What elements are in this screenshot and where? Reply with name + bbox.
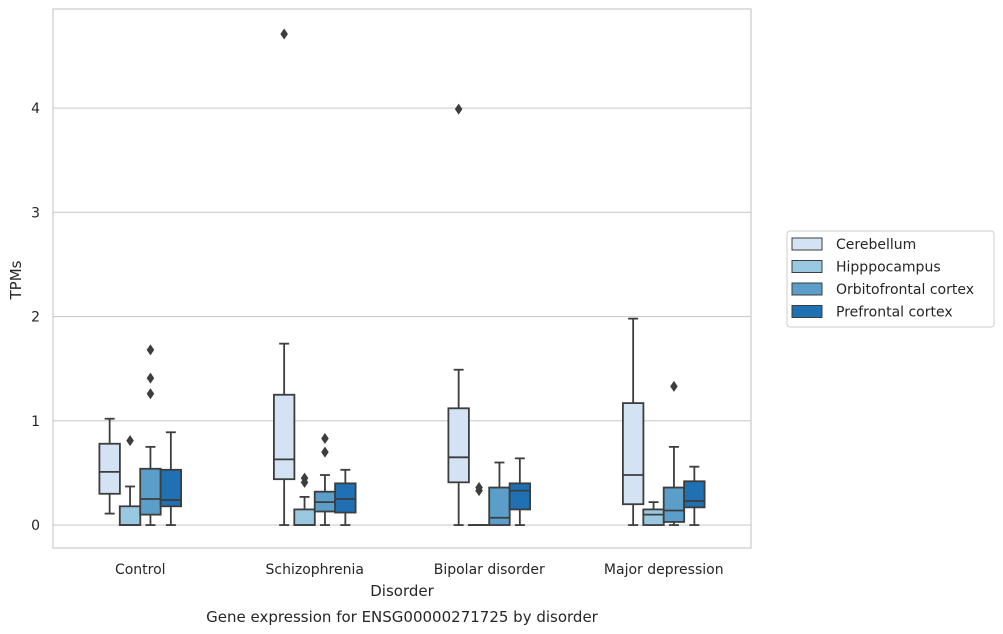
box-item bbox=[467, 482, 491, 526]
box-iqr bbox=[642, 508, 665, 526]
outlier-marker bbox=[146, 372, 155, 384]
box-iqr bbox=[159, 468, 183, 508]
outlier-marker bbox=[321, 433, 329, 445]
x-axis-label: Disorder bbox=[370, 582, 434, 600]
box-iqr bbox=[508, 482, 532, 511]
x-tick-labels: Control Schizophrenia Bipolar disorder Majo… bbox=[115, 562, 724, 578]
legend-label: Prefrontal cortex bbox=[836, 305, 953, 321]
box-item bbox=[447, 103, 470, 526]
box-item bbox=[508, 457, 532, 526]
legend-swatch bbox=[791, 282, 823, 296]
y-tick-labels: 0 1 2 3 4 bbox=[31, 101, 40, 534]
legend-frame bbox=[786, 230, 995, 328]
box-iqr bbox=[293, 508, 316, 526]
box-iqr bbox=[272, 393, 296, 481]
legend-item: Cerebellum bbox=[791, 237, 916, 253]
box-item bbox=[159, 431, 183, 526]
box-item bbox=[118, 435, 142, 526]
y-tick-label: 3 bbox=[31, 205, 40, 221]
legend-label: Hipppocampus bbox=[836, 260, 941, 276]
box-iqr bbox=[98, 442, 121, 495]
plot-area-frame bbox=[52, 8, 752, 549]
x-tick-label: Bipolar disorder bbox=[434, 562, 545, 578]
outlier-marker bbox=[321, 446, 329, 458]
x-tick-label: Major depression bbox=[604, 562, 724, 578]
legend-item: Orbitofrontal cortex bbox=[791, 282, 974, 298]
box-item bbox=[334, 468, 357, 526]
box-iqr bbox=[334, 482, 357, 514]
series-group bbox=[98, 28, 645, 526]
box-iqr bbox=[488, 486, 511, 526]
legend: Cerebellum Hipppocampus Orbitofrontal cort… bbox=[786, 230, 995, 328]
box-iqr bbox=[622, 402, 645, 506]
x-tick-label: Control bbox=[115, 562, 166, 578]
outlier-marker bbox=[670, 380, 678, 392]
box-item bbox=[293, 472, 316, 526]
legend-item: Hipppocampus bbox=[791, 260, 941, 276]
chart-caption: Gene expression for ENSG00000271725 by d… bbox=[206, 608, 599, 626]
box-item bbox=[98, 417, 121, 515]
y-tick-label: 0 bbox=[31, 518, 40, 534]
outlier-marker bbox=[146, 388, 155, 400]
legend-swatch bbox=[791, 237, 823, 251]
series-group bbox=[139, 344, 686, 526]
box-item bbox=[642, 501, 665, 526]
series-group bbox=[118, 435, 665, 526]
box-item bbox=[272, 28, 296, 526]
series-group bbox=[159, 431, 706, 526]
outlier-marker bbox=[146, 344, 155, 356]
box-iqr bbox=[447, 407, 470, 484]
legend-item: Prefrontal cortex bbox=[791, 305, 953, 321]
legend-swatch bbox=[791, 260, 823, 273]
box-iqr bbox=[118, 505, 142, 526]
box-item bbox=[662, 380, 686, 526]
outlier-marker bbox=[126, 435, 134, 447]
outlier-marker bbox=[300, 472, 309, 484]
legend-label: Cerebellum bbox=[836, 237, 916, 253]
y-tick-label: 4 bbox=[31, 101, 40, 117]
legend-swatch bbox=[791, 305, 823, 318]
box-item bbox=[313, 433, 337, 526]
outlier-marker bbox=[280, 28, 288, 40]
legend-label: Orbitofrontal cortex bbox=[836, 282, 974, 298]
box-item bbox=[683, 465, 706, 526]
y-tick-label: 1 bbox=[31, 414, 40, 430]
box-item bbox=[622, 317, 645, 526]
y-tick-label: 2 bbox=[31, 310, 40, 326]
y-axis-label: TPMs bbox=[7, 260, 25, 300]
box-iqr bbox=[139, 467, 162, 516]
outlier-marker bbox=[454, 103, 463, 115]
box-iqr bbox=[683, 480, 706, 509]
y-gridlines bbox=[53, 107, 751, 526]
box-series-group bbox=[98, 28, 706, 526]
box-iqr bbox=[662, 486, 686, 523]
x-tick-label: Schizophrenia bbox=[266, 562, 364, 578]
outlier-marker bbox=[475, 482, 483, 494]
box-item bbox=[488, 461, 511, 526]
box-item bbox=[139, 344, 162, 526]
